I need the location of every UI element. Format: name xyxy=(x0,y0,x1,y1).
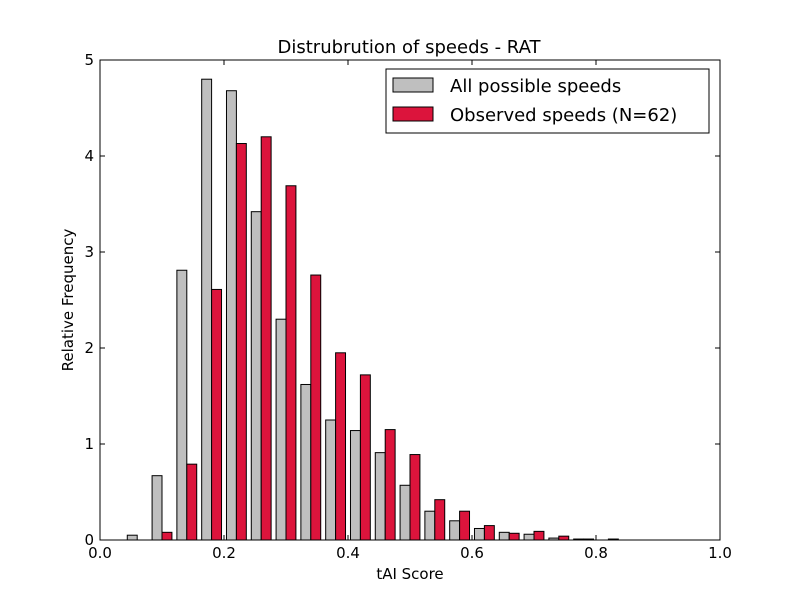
bar-all-possible-11 xyxy=(399,484,411,541)
x-tick-label-1: 0.2 xyxy=(212,544,236,562)
legend-swatch-all-possible xyxy=(392,77,434,93)
y-axis-label: Relative Frequency xyxy=(59,229,77,372)
x-tick-label-5: 1.0 xyxy=(708,544,732,562)
bar-observed-5 xyxy=(260,136,272,541)
legend-swatch-observed xyxy=(392,106,434,122)
bar-observed-3 xyxy=(211,288,223,541)
bars-layer xyxy=(126,78,619,541)
bar-all-possible-16 xyxy=(523,533,535,541)
bar-observed-10 xyxy=(384,429,396,541)
bar-observed-12 xyxy=(434,499,446,541)
y-tick-label-2: 2 xyxy=(84,339,94,357)
bar-observed-4 xyxy=(235,143,247,541)
bar-observed-13 xyxy=(459,510,471,541)
bar-all-possible-7 xyxy=(300,383,312,541)
bar-all-possible-3 xyxy=(201,78,213,541)
bar-all-possible-5 xyxy=(250,211,262,541)
bar-all-possible-15 xyxy=(498,531,510,541)
x-tick-label-0: 0.0 xyxy=(88,544,112,562)
legend: All possible speeds Observed speeds (N=6… xyxy=(385,68,710,134)
bar-observed-1 xyxy=(161,531,173,541)
bar-all-possible-1 xyxy=(151,475,163,541)
x-tick-label-4: 0.8 xyxy=(584,544,608,562)
bar-all-possible-0 xyxy=(126,534,138,541)
y-tick-label-3: 3 xyxy=(84,243,94,261)
bar-observed-7 xyxy=(310,274,322,541)
legend-label-all-possible: All possible speeds xyxy=(450,76,621,97)
bar-all-possible-9 xyxy=(349,430,361,541)
bar-observed-6 xyxy=(285,185,297,541)
bar-all-possible-2 xyxy=(176,269,188,541)
ticks-layer: 0.0 0.2 0.4 0.6 0.8 1.0 0 1 2 3 4 5 xyxy=(84,51,731,562)
bar-all-possible-8 xyxy=(325,419,337,541)
bar-all-possible-6 xyxy=(275,318,287,541)
bar-all-possible-13 xyxy=(449,520,461,541)
bar-observed-16 xyxy=(533,530,545,541)
bar-all-possible-10 xyxy=(374,452,386,541)
bar-observed-8 xyxy=(335,352,347,541)
bar-observed-11 xyxy=(409,454,421,541)
bar-observed-17 xyxy=(558,535,570,541)
bar-all-possible-14 xyxy=(473,527,485,541)
x-tick-label-2: 0.4 xyxy=(336,544,360,562)
plot-frame xyxy=(99,59,721,541)
bar-observed-15 xyxy=(508,532,520,541)
bar-all-possible-4 xyxy=(225,90,237,541)
y-tick-label-0: 0 xyxy=(84,531,94,549)
y-tick-label-5: 5 xyxy=(84,51,94,69)
x-tick-label-3: 0.6 xyxy=(460,544,484,562)
bar-observed-2 xyxy=(186,463,198,541)
y-tick-label-4: 4 xyxy=(84,147,94,165)
bar-observed-9 xyxy=(359,374,371,541)
legend-box xyxy=(385,68,710,134)
bar-observed-14 xyxy=(483,525,495,541)
bar-all-possible-12 xyxy=(424,510,436,541)
chart-title: Distrubrution of speeds - RAT xyxy=(278,37,542,58)
legend-label-observed: Observed speeds (N=62) xyxy=(450,105,677,126)
x-axis-label: tAI Score xyxy=(376,565,443,583)
y-tick-label-1: 1 xyxy=(84,435,94,453)
